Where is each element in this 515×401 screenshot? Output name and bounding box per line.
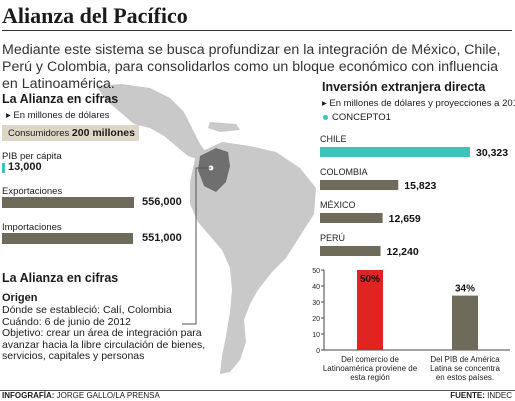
imports-label: Importaciones bbox=[2, 222, 62, 233]
origin-heading: Origen bbox=[2, 292, 38, 304]
fdi-value-label: 30,323 bbox=[476, 147, 508, 159]
pib-swatch bbox=[2, 163, 5, 173]
exports-label: Exportaciones bbox=[2, 186, 63, 197]
y-tick-label: 10 bbox=[312, 332, 320, 339]
fdi-value-label: 12,659 bbox=[389, 213, 421, 225]
cifras-unit: ▸ En millones de dólares bbox=[6, 110, 110, 121]
origin-line: Cuándo: 6 de junio de 2012 bbox=[2, 315, 132, 328]
origin-details: Dónde se estableció: Calí, Colombia Cuán… bbox=[2, 304, 206, 363]
origin-line: servicios, capitales y personas bbox=[2, 350, 145, 363]
credit: INFOGRAFÍA: JORGE GALLO/LA PRENSA bbox=[2, 391, 160, 401]
y-tick-label: 40 bbox=[312, 284, 320, 291]
percent-value-label: 50% bbox=[360, 274, 380, 285]
info-heading: La Alianza en cifras bbox=[2, 271, 119, 285]
percent-category-label: Del PIB de América bbox=[430, 355, 500, 364]
percent-column-chart: 0 10 20 30 40 50 50% Del comercio deLatinoaméri… bbox=[312, 268, 510, 382]
source: FUENTE: INDEC bbox=[450, 391, 512, 401]
footer: INFOGRAFÍA: JORGE GALLO/LA PRENSA FUENTE… bbox=[0, 390, 515, 401]
origin-line: Objetivo: crear un área de integración p… bbox=[2, 327, 202, 340]
credit-name: JORGE GALLO/LA PRENSA bbox=[56, 391, 160, 400]
fdi-bar bbox=[320, 213, 383, 223]
percent-category-label: en estos países. bbox=[436, 373, 494, 382]
exports-bar bbox=[2, 197, 134, 208]
fdi-category-label: COLOMBIA bbox=[320, 167, 368, 177]
origin-line: avanzar hacia la libre circulación de bi… bbox=[2, 338, 206, 351]
fdi-legend-label: CONCEPTO1 bbox=[332, 112, 391, 123]
imports-value: 551,000 bbox=[142, 232, 182, 244]
pib-label: PIB per cápita bbox=[2, 151, 62, 162]
fdi-heading: Inversión extranjera directa bbox=[322, 80, 486, 94]
colombia-shape bbox=[198, 148, 230, 192]
percent-category-label: Del comercio de bbox=[341, 355, 399, 364]
percent-category-label: Latina se concentra bbox=[430, 364, 500, 373]
central-america-shape bbox=[96, 84, 206, 160]
fdi-bar bbox=[320, 180, 399, 190]
south-america-shape bbox=[190, 142, 316, 374]
percent-category-label: Latinoamérica proviene de bbox=[323, 364, 418, 373]
percent-value-label: 34% bbox=[455, 284, 475, 295]
consumers-label: Consumidores bbox=[8, 128, 70, 139]
fdi-category-label: PERÚ bbox=[320, 233, 345, 243]
fdi-category-label: MÉXICO bbox=[320, 200, 356, 210]
fdi-value-label: 12,240 bbox=[387, 246, 419, 258]
fdi-legend-swatch bbox=[323, 115, 328, 120]
page-title: Alianza del Pacífico bbox=[2, 3, 512, 31]
consumers-value: 200 millones bbox=[71, 127, 135, 139]
fdi-bar bbox=[320, 147, 470, 157]
pib-value: 13,000 bbox=[8, 161, 42, 173]
y-tick-label: 20 bbox=[312, 316, 320, 323]
percent-bar bbox=[452, 295, 478, 350]
origin-line: Dónde se estableció: Calí, Colombia bbox=[2, 304, 172, 316]
imports-bar bbox=[2, 233, 133, 244]
y-tick-label: 30 bbox=[312, 300, 320, 307]
fdi-bar bbox=[320, 246, 381, 256]
fdi-value-label: 15,823 bbox=[404, 180, 436, 192]
fdi-bar-chart: CHILE 30,323 COLOMBIA 15,823 MÉXICO 12,659 PER… bbox=[320, 134, 508, 258]
cali-leader-line bbox=[182, 167, 211, 325]
credit-label: INFOGRAFÍA: bbox=[2, 391, 55, 400]
fdi-category-label: CHILE bbox=[320, 134, 347, 144]
percent-category-label: esta región bbox=[350, 373, 390, 382]
source-name: INDEC bbox=[487, 391, 512, 400]
consumers-row: Consumidores 200 millones bbox=[2, 125, 139, 141]
percent-bar bbox=[357, 270, 383, 350]
y-tick-label: 0 bbox=[316, 348, 320, 355]
y-tick-label: 50 bbox=[312, 268, 320, 275]
intro-paragraph: Mediante este sistema se busca profundiz… bbox=[2, 42, 501, 92]
caribbean-island-shape bbox=[208, 122, 240, 132]
source-label: FUENTE: bbox=[450, 391, 485, 400]
cifras-heading: La Alianza en cifras bbox=[2, 92, 119, 106]
exports-value: 556,000 bbox=[142, 196, 182, 208]
fdi-unit: ▸ En millones de dólares y proyecciones … bbox=[322, 98, 515, 109]
